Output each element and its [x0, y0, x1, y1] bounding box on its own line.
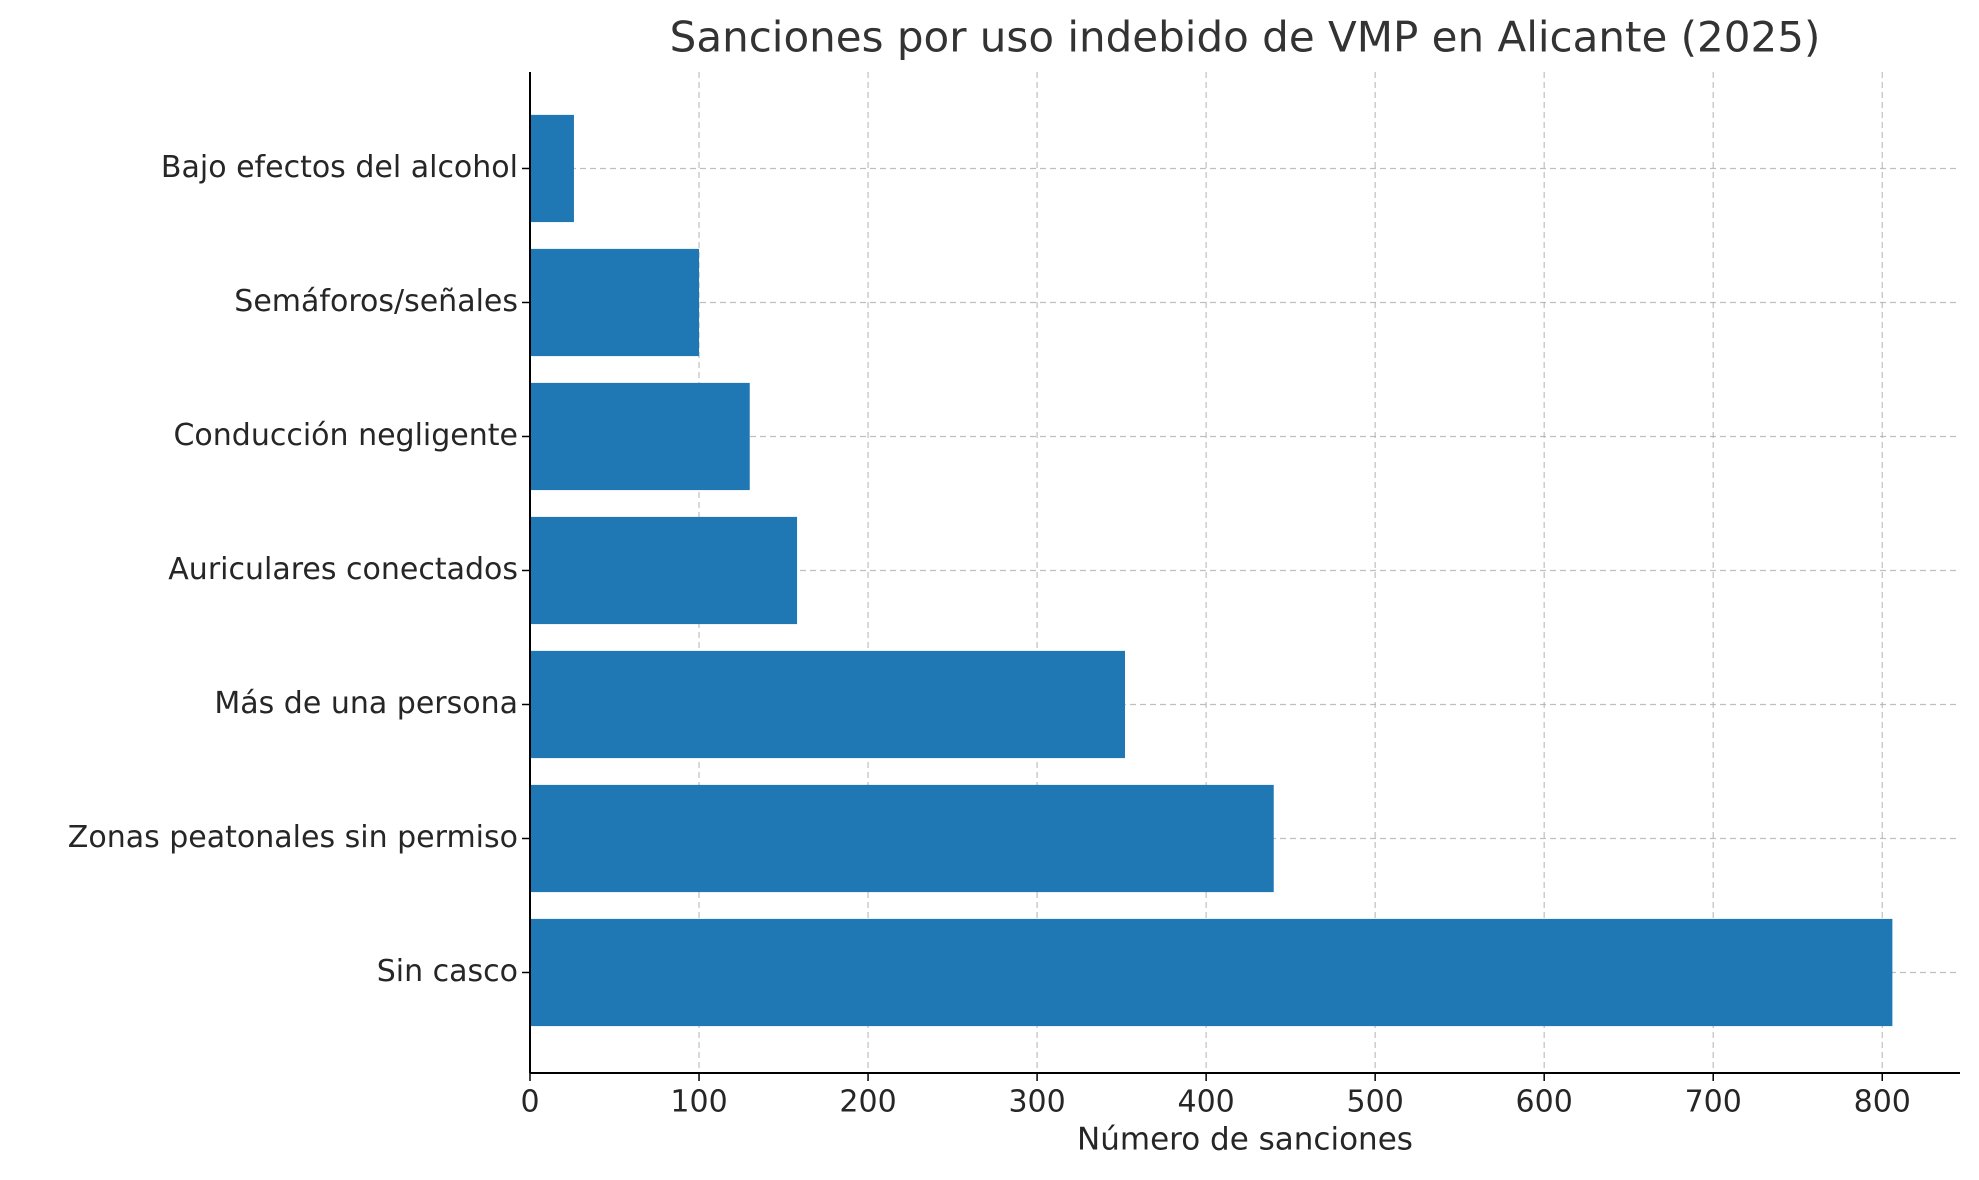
y-tick-label: Conducción negligente [173, 418, 518, 453]
x-tick-label: 700 [1685, 1085, 1742, 1120]
x-tick-label: 200 [839, 1085, 896, 1120]
x-tick-label: 500 [1347, 1085, 1404, 1120]
bar [530, 784, 1274, 893]
x-tick-label: 100 [670, 1085, 727, 1120]
bar [530, 114, 574, 223]
x-tick-label: 600 [1516, 1085, 1573, 1120]
y-tick-label: Sin casco [377, 954, 518, 989]
x-tick-label: 0 [520, 1085, 539, 1120]
bar [530, 382, 750, 491]
y-tick-label: Más de una persona [214, 686, 518, 721]
bar [530, 650, 1125, 759]
x-tick-label: 300 [1008, 1085, 1065, 1120]
x-axis-label: Número de sanciones [1077, 1122, 1413, 1158]
y-tick-label: Bajo efectos del alcohol [161, 150, 518, 185]
y-tick-label: Auriculares conectados [168, 552, 518, 587]
y-tick-label: Zonas peatonales sin permiso [68, 820, 518, 855]
chart-title: Sanciones por uso indebido de VMP en Ali… [670, 13, 1821, 62]
bar [530, 516, 798, 625]
x-tick-label: 400 [1177, 1085, 1234, 1120]
y-tick-label: Semáforos/señales [234, 284, 518, 319]
bar [530, 918, 1893, 1027]
x-tick-label: 800 [1854, 1085, 1911, 1120]
bar [530, 248, 700, 357]
